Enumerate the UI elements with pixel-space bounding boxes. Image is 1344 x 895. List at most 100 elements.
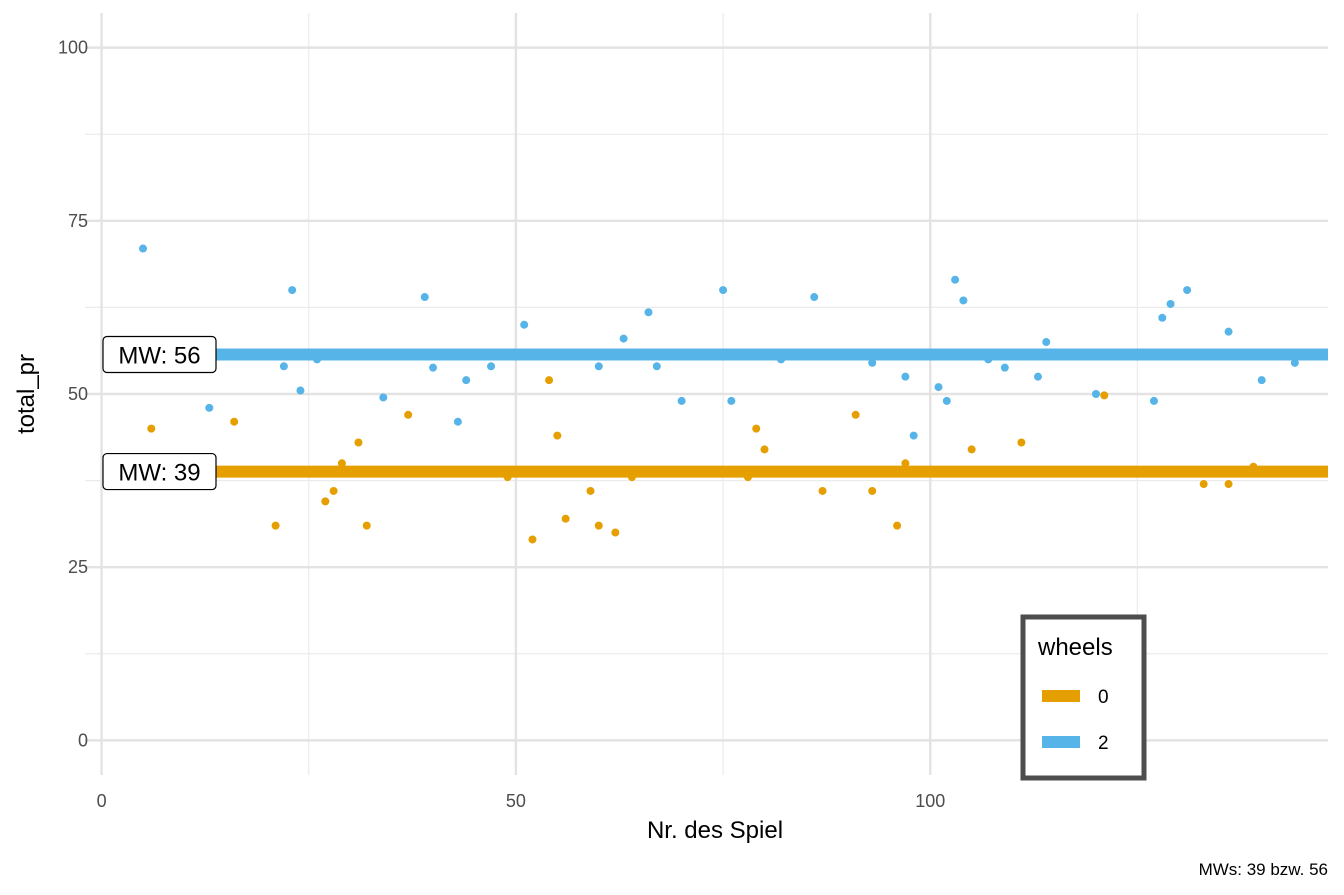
legend-title: wheels	[1037, 634, 1113, 661]
data-point-2	[379, 393, 388, 402]
data-point-2	[487, 362, 496, 371]
data-points	[139, 244, 1299, 544]
data-point-0	[147, 424, 156, 433]
data-point-2	[1166, 299, 1175, 308]
data-point-2	[942, 396, 951, 405]
data-point-0	[752, 424, 761, 433]
data-point-0	[627, 473, 636, 482]
data-point-2	[1033, 372, 1042, 381]
data-point-0	[354, 438, 363, 447]
mean-label-text: MW: 39	[118, 460, 200, 487]
data-point-2	[1149, 396, 1158, 405]
y-tick-label: 0	[78, 730, 88, 750]
data-point-2	[777, 355, 786, 364]
mean-labels: MW: 39 MW: 56	[102, 335, 217, 491]
data-point-2	[139, 244, 148, 253]
data-point-2	[296, 386, 305, 395]
data-point-0	[760, 445, 769, 454]
data-point-0	[528, 535, 537, 544]
data-point-2	[652, 362, 661, 371]
mean-label-2: MW: 56	[102, 335, 217, 374]
legend: wheels 02	[1020, 614, 1147, 781]
legend-key-2	[1042, 736, 1080, 748]
data-point-2	[951, 275, 960, 284]
data-point-2	[934, 383, 943, 392]
y-tick-label: 75	[68, 211, 88, 231]
data-point-0	[893, 521, 902, 530]
data-point-0	[337, 459, 346, 468]
x-axis-title: Nr. des Spiel	[647, 817, 783, 844]
data-point-2	[719, 286, 728, 295]
legend-key-0	[1042, 690, 1080, 702]
x-tick-label: 50	[506, 791, 526, 811]
grid-minor	[85, 13, 1328, 775]
data-point-2	[520, 320, 529, 329]
data-point-2	[288, 286, 297, 295]
data-point-2	[313, 355, 322, 364]
data-point-0	[967, 445, 976, 454]
data-point-0	[818, 486, 827, 495]
data-point-2	[810, 293, 819, 302]
data-point-0	[1249, 462, 1258, 471]
data-point-2	[205, 403, 214, 412]
mean-label-box	[102, 335, 217, 374]
legend-label-2: 2	[1098, 733, 1109, 754]
data-point-2	[1042, 338, 1051, 347]
x-axis-ticks: 0 50 100	[97, 791, 946, 811]
y-axis-title: total_pr	[13, 354, 40, 434]
data-point-2	[1183, 286, 1192, 295]
grid-major	[85, 13, 1328, 775]
data-point-0	[553, 431, 562, 440]
data-point-2	[1257, 376, 1266, 385]
data-point-0	[1224, 480, 1233, 489]
data-point-2	[677, 396, 686, 405]
y-tick-label: 25	[68, 557, 88, 577]
x-tick-label: 0	[97, 791, 107, 811]
data-point-0	[743, 473, 752, 482]
mean-label-0: MW: 39	[102, 452, 217, 491]
y-tick-label: 50	[68, 384, 88, 404]
data-point-2	[868, 358, 877, 367]
data-point-2	[727, 396, 736, 405]
data-point-2	[429, 363, 438, 372]
chart-caption: MWs: 39 bzw. 56	[1199, 860, 1328, 879]
legend-entries: 02	[1042, 687, 1109, 754]
data-point-2	[453, 417, 462, 426]
data-point-2	[984, 355, 993, 364]
y-tick-label: 100	[58, 38, 88, 58]
data-point-2	[1000, 363, 1009, 372]
legend-label-0: 0	[1098, 687, 1109, 708]
x-tick-label: 100	[915, 791, 945, 811]
data-point-2	[619, 334, 628, 343]
data-point-2	[644, 308, 653, 317]
data-point-0	[561, 514, 570, 523]
data-point-0	[271, 521, 280, 530]
data-point-0	[329, 486, 338, 495]
data-point-0	[611, 528, 620, 537]
mean-label-text: MW: 56	[118, 343, 200, 370]
data-point-0	[851, 410, 860, 419]
data-point-0	[503, 473, 512, 482]
data-point-2	[462, 376, 471, 385]
data-point-0	[1100, 391, 1109, 400]
data-point-2	[1224, 327, 1233, 336]
data-point-0	[586, 486, 595, 495]
data-point-0	[362, 521, 371, 530]
data-point-2	[1091, 390, 1100, 398]
data-point-0	[868, 486, 877, 495]
data-point-0	[321, 497, 330, 506]
data-point-0	[545, 376, 554, 385]
data-point-2	[279, 362, 288, 371]
mean-lines	[213, 348, 1328, 478]
data-point-2	[1290, 358, 1299, 367]
data-point-2	[1158, 313, 1167, 322]
data-point-2	[959, 296, 968, 305]
mean-label-box	[102, 452, 217, 491]
data-point-0	[1017, 438, 1026, 447]
data-point-0	[230, 417, 239, 426]
data-point-0	[1199, 480, 1208, 489]
data-point-0	[594, 521, 603, 530]
data-point-2	[909, 431, 918, 440]
data-point-0	[901, 459, 910, 468]
